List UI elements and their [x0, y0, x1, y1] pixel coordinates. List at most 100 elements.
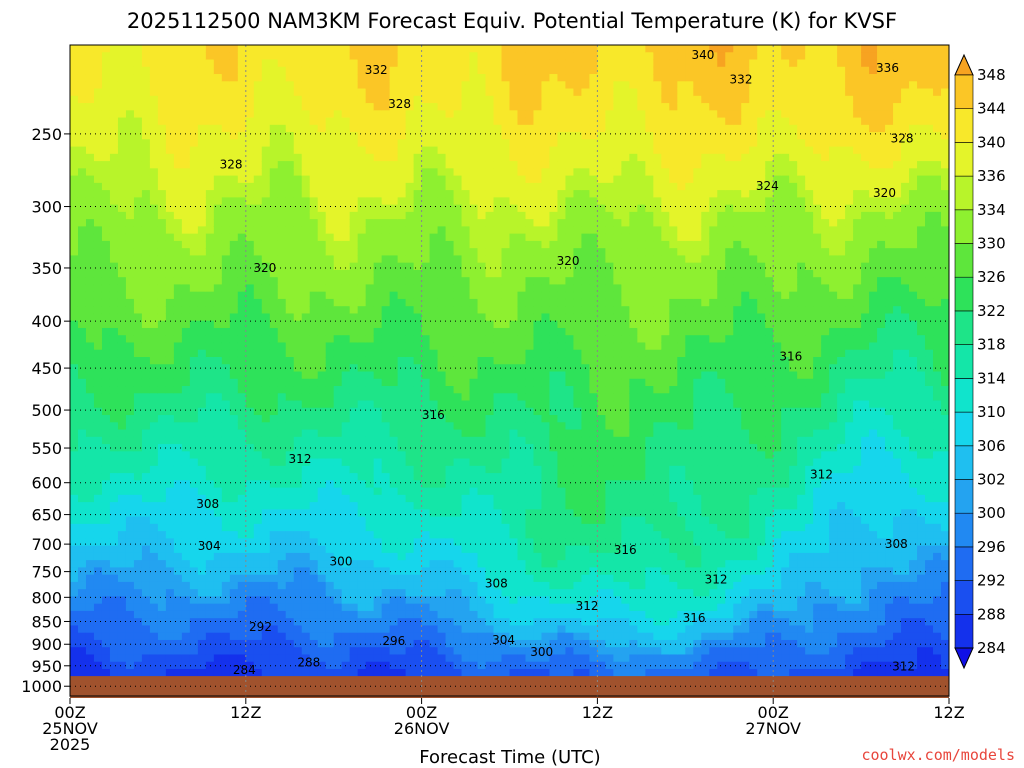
y-tick-label: 1000 [21, 677, 62, 696]
x-tick-label: 12Z [582, 703, 613, 722]
contour-value-label: 340 [691, 48, 714, 62]
contour-value-label: 316 [683, 611, 706, 625]
contour-value-label: 312 [289, 452, 312, 466]
colorbar-label: 348 [977, 66, 1006, 84]
x-axis-title: Forecast Time (UTC) [419, 747, 600, 768]
contour-value-label: 316 [614, 543, 637, 557]
colorbar-swatch [954, 108, 974, 143]
contour-labels: 340 332 332 336 328 328 328 324 320 320 320 316 316 3… [196, 48, 915, 677]
colorbar-label: 296 [977, 538, 1006, 556]
y-tick-label: 550 [31, 439, 62, 458]
contour-value-label: 312 [705, 573, 728, 587]
plot-frame [69, 44, 950, 697]
contour-value-label: 284 [233, 663, 256, 677]
contour-value-label: 316 [779, 349, 802, 363]
colorbar-swatch [954, 344, 974, 379]
x-tick-date-label: 27NOV [745, 719, 801, 738]
contour-value-label: 332 [365, 63, 388, 77]
y-tick-label: 300 [31, 198, 62, 217]
x-tick-date-label: 25NOV [42, 719, 98, 738]
contour-value-label: 292 [249, 620, 272, 634]
y-tick-label: 650 [31, 506, 62, 525]
x-tick-label: 12Z [230, 703, 261, 722]
contour-value-label: 328 [891, 132, 914, 146]
colorbar-swatch [954, 276, 974, 312]
colorbar-swatch [954, 310, 974, 345]
colorbar-label: 336 [977, 167, 1006, 185]
y-tick-label: 700 [31, 535, 62, 554]
y-tick-label: 600 [31, 474, 62, 493]
contour-value-label: 320 [557, 254, 580, 268]
contour-value-label: 336 [876, 61, 899, 75]
colorbar-label: 284 [977, 639, 1006, 657]
colorbar-swatch [954, 580, 974, 615]
x-tick-date-label: 2025 [50, 735, 91, 754]
credit-link[interactable]: coolwx.com/models [861, 746, 1015, 764]
x-tick-label: 12Z [933, 703, 964, 722]
ground-below-surface [70, 676, 949, 698]
contour-value-label: 304 [198, 539, 221, 553]
y-tick-label: 800 [31, 588, 62, 607]
colorbar-label: 340 [977, 133, 1006, 151]
chart-title: 2025112500 NAM3KM Forecast Equiv. Potent… [127, 9, 897, 33]
colorbar-swatch [954, 411, 974, 447]
colorbar: 284 288 292 296 300 302 306 310 314 318 322 326 330 3… [954, 53, 1006, 670]
colorbar-label: 314 [977, 369, 1006, 387]
contour-value-label: 320 [873, 186, 896, 200]
contour-value-label: 328 [220, 158, 243, 172]
contour-value-label: 300 [530, 645, 553, 659]
y-tick-label: 850 [31, 612, 62, 631]
colorbar-swatch [954, 613, 974, 649]
colorbar-label: 330 [977, 235, 1006, 253]
colorbar-swatch [954, 175, 974, 211]
colorbar-label: 322 [977, 302, 1006, 320]
y-tick-label: 500 [31, 401, 62, 420]
contour-value-label: 296 [382, 634, 405, 648]
contour-value-label: 312 [810, 468, 833, 482]
colorbar-swatch [954, 142, 974, 177]
contour-value-label: 308 [485, 577, 508, 591]
colorbar-label: 344 [977, 100, 1006, 118]
x-tick-label: 00Z [54, 703, 85, 722]
colorbar-min-arrow [954, 647, 974, 670]
contour-value-label: 332 [730, 72, 753, 86]
colorbar-label: 288 [977, 605, 1006, 623]
contour-value-label: 308 [196, 497, 219, 511]
contour-value-label: 320 [253, 261, 276, 275]
colorbar-label: 310 [977, 403, 1006, 421]
y-tick-label: 900 [31, 635, 62, 654]
colorbar-label: 306 [977, 437, 1006, 455]
colorbar-swatch [954, 378, 974, 413]
x-tick-label: 00Z [758, 703, 789, 722]
contour-value-label: 288 [297, 655, 320, 669]
y-tick-label: 250 [31, 125, 62, 144]
y-tick-label: 450 [31, 359, 62, 378]
contour-value-label: 324 [756, 179, 779, 193]
x-tick-label: 00Z [406, 703, 437, 722]
colorbar-swatch [954, 546, 974, 581]
colorbar-swatch [954, 209, 974, 244]
contour-value-label: 316 [422, 408, 445, 422]
contour-value-label: 300 [330, 554, 353, 568]
colorbar-label: 326 [977, 268, 1006, 286]
colorbar-swatch [954, 74, 974, 110]
y-tick-label: 750 [31, 563, 62, 582]
colorbar-label: 300 [977, 504, 1006, 522]
contour-value-label: 328 [388, 97, 411, 111]
colorbar-label: 318 [977, 336, 1006, 354]
colorbar-swatch [954, 445, 974, 480]
colorbar-swatch [954, 243, 974, 278]
colorbar-label: 292 [977, 572, 1006, 590]
contour-value-label: 312 [892, 660, 915, 674]
theta-e-field [70, 45, 949, 698]
contour-value-label: 308 [885, 537, 908, 551]
colorbar-swatch [954, 479, 974, 514]
y-tick-label: 950 [31, 657, 62, 676]
y-tick-label: 350 [31, 259, 62, 278]
colorbar-label: 302 [977, 471, 1006, 489]
contour-value-label: 312 [576, 599, 599, 613]
x-tick-date-label: 26NOV [394, 719, 450, 738]
